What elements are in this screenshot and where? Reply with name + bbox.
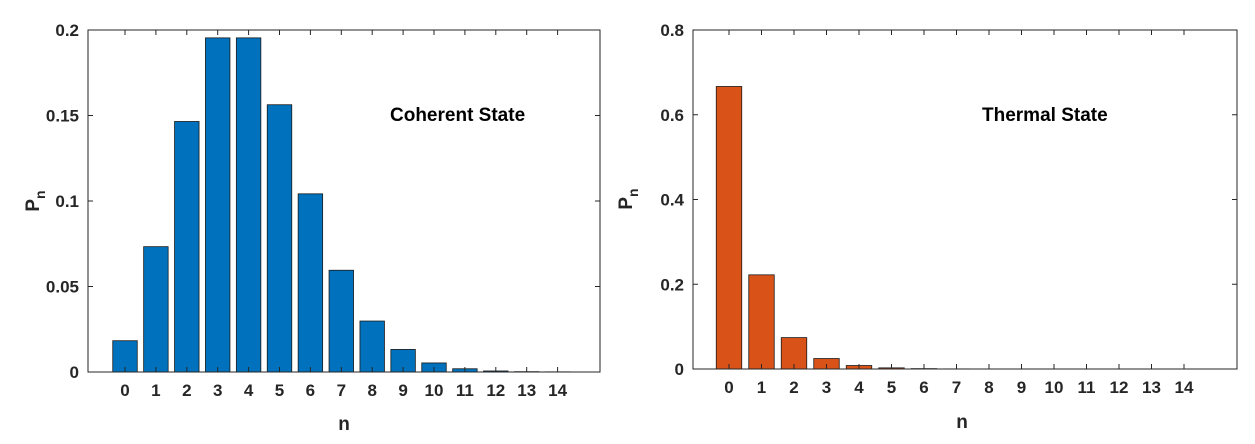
x-tick-label-coherent: 3 [213,381,222,400]
x-tick-label-thermal: 8 [984,378,993,397]
x-tick-label-coherent: 0 [120,381,129,400]
y-tick-label-coherent: 0 [70,363,79,382]
x-tick-label-coherent: 10 [425,381,444,400]
y-axis-title-main-coherent: P [23,199,44,212]
x-tick-label-coherent: 5 [275,381,284,400]
x-tick-label-thermal: 2 [789,378,798,397]
x-tick-label-thermal: 7 [952,378,961,397]
x-tick-label-coherent: 11 [456,381,474,400]
x-tick-label-thermal: 10 [1045,378,1064,397]
annotation-thermal: Thermal State [982,105,1108,126]
x-tick-label-thermal: 6 [919,378,928,397]
y-tick-label-coherent: 0.1 [55,192,79,211]
bar-group-thermal [715,86,1035,370]
x-tick-label-thermal: 0 [724,378,733,397]
x-tick-label-coherent: 4 [244,381,254,400]
bar-coherent-n2 [174,121,200,373]
x-tick-label-thermal: 5 [887,378,896,397]
bar-coherent-n4 [235,37,262,373]
x-ticks-thermal: 0 1 2 3 4 5 6 7 8 9 10 11 12 13 14 [724,30,1194,397]
chart-thermal: 00.20.40.60.8 0 1 2 3 4 5 6 7 8 9 10 11 12 13 14 n Pn … [616,21,1238,433]
x-tick-label-coherent: 2 [182,381,191,400]
svg-text:Pn: Pn [23,190,48,211]
x-tick-label-coherent: 7 [337,381,346,400]
x-axis-title-thermal: n [956,412,968,433]
bar-coherent-n7 [328,269,354,373]
y-tick-label-coherent: 0.2 [55,21,79,40]
y-axis-title-main-thermal: P [616,197,637,210]
svg-text:Pn: Pn [616,188,641,209]
y-tick-label-thermal: 0.8 [660,21,684,40]
x-tick-label-thermal: 1 [757,378,766,397]
x-tick-label-coherent: 13 [517,381,536,400]
bar-coherent-n5 [266,104,293,373]
y-tick-label-coherent: 0.05 [46,278,79,297]
x-tick-label-coherent: 8 [367,381,376,400]
y-ticks-thermal: 0 0.2 0.4 0.6 0.8 [660,21,1237,379]
y-axis-title-subscript-thermal: n [625,188,641,197]
bar-thermal-n2 [780,337,808,370]
bar-thermal-n1 [748,274,775,370]
bar-thermal-n0 [715,86,743,370]
y-axis-title-coherent: Pn [23,190,48,211]
x-tick-label-thermal: 14 [1175,378,1194,397]
x-axis-title-coherent: n [338,414,350,435]
y-ticks-coherent: 0 0.05 0.1 0.15 0.2 [46,21,600,382]
bar-coherent-n8 [359,320,385,373]
x-tick-label-coherent: 9 [398,381,407,400]
x-tick-label-coherent: 14 [548,381,567,400]
annotation-coherent: Coherent State [390,105,525,126]
y-tick-label-thermal: 0.6 [660,106,684,125]
x-tick-label-thermal: 13 [1142,378,1161,397]
x-tick-label-thermal: 11 [1078,378,1096,397]
bar-coherent-n1 [143,246,169,373]
x-tick-label-coherent: 12 [486,381,505,400]
bar-coherent-n6 [297,193,324,373]
y-axis-title-subscript-coherent: n [32,190,48,199]
bar-coherent-n0 [112,340,138,373]
y-tick-label-thermal: 0.2 [660,275,684,294]
y-tick-label-thermal: 0.4 [660,191,684,210]
y-axis-title-thermal: Pn [616,188,641,209]
y-tick-label-coherent: 0.15 [46,107,79,126]
bar-coherent-n3 [205,37,231,373]
bar-group-coherent [112,37,571,373]
x-tick-label-thermal: 9 [1017,378,1026,397]
x-tick-label-thermal: 4 [854,378,864,397]
chart-coherent: 00.050.10.150.2 0 1 2 3 4 5 6 7 8 9 10 11 12 13 14 n P… [23,21,601,435]
x-tick-label-coherent: 6 [306,381,315,400]
x-tick-label-thermal: 12 [1110,378,1129,397]
x-tick-label-thermal: 3 [822,378,831,397]
x-tick-label-coherent: 1 [151,381,160,400]
y-tick-label-thermal: 0 [675,360,684,379]
x-ticks-coherent: 0 1 2 3 4 5 6 7 8 9 10 11 12 13 14 [120,30,568,400]
